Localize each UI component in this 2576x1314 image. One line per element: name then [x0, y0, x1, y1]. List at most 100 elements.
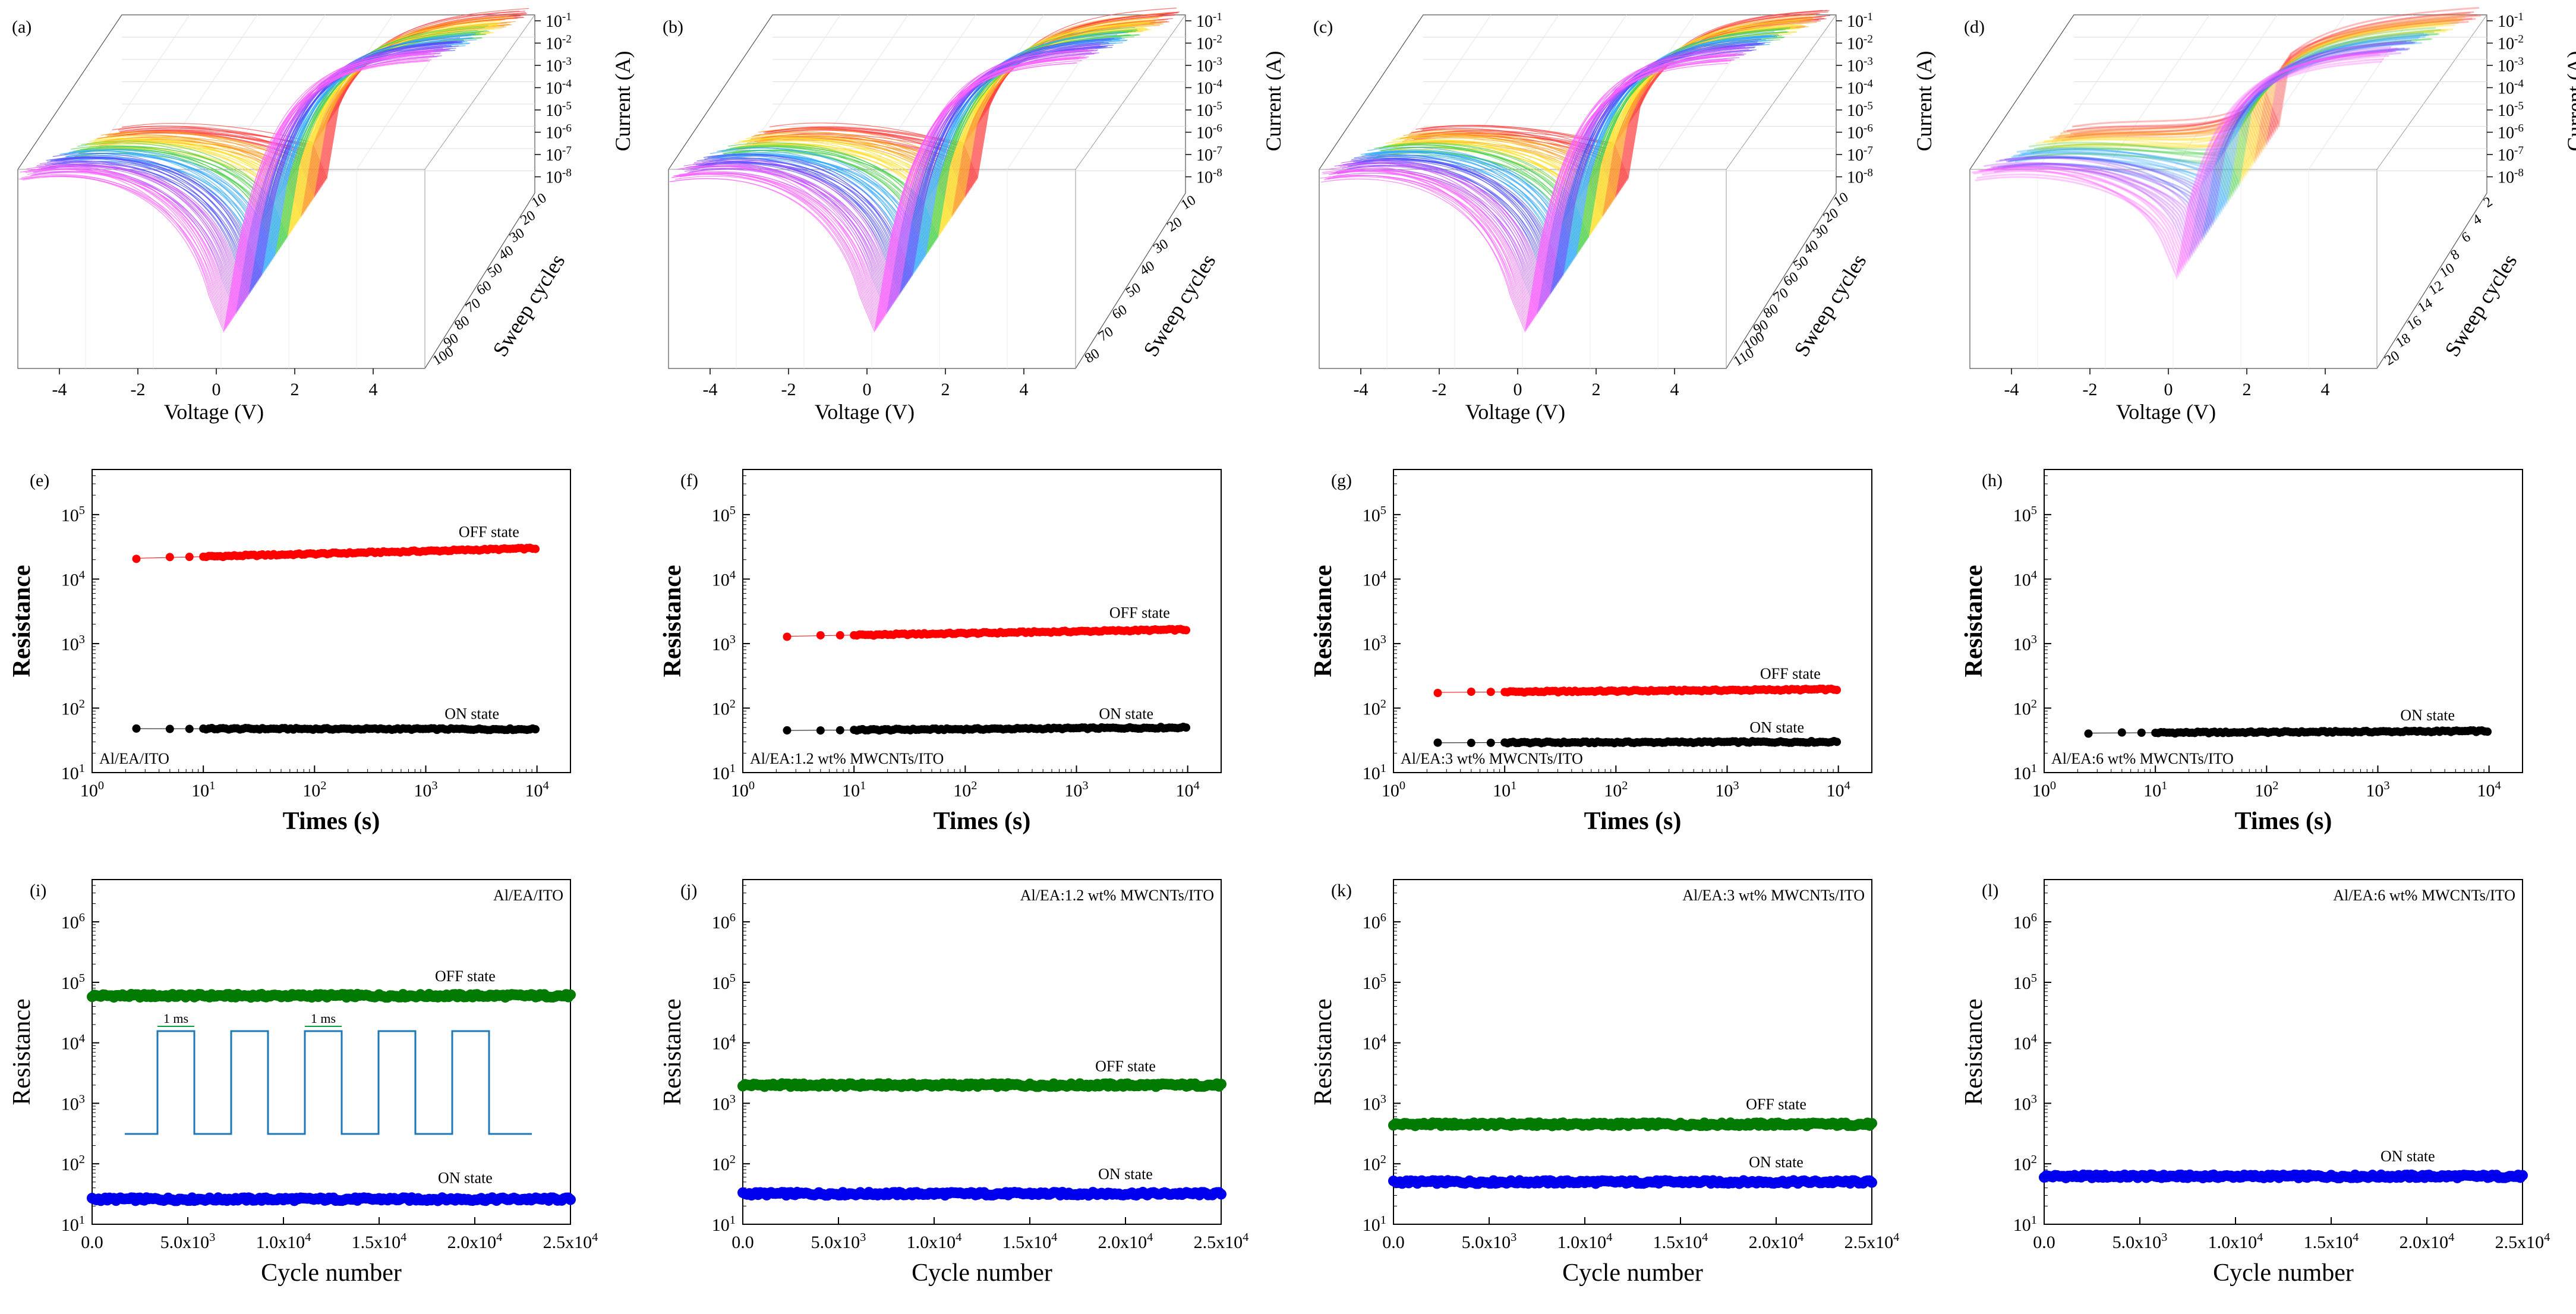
iv-curve	[2058, 16, 2465, 152]
plot-frame	[742, 469, 1222, 773]
series-label: ON state	[1099, 705, 1153, 723]
current-tick-label: 10-6	[546, 122, 572, 142]
current-tick-label: 10-2	[1847, 33, 1873, 53]
x-axis-title: Times (s)	[934, 808, 1031, 835]
iv-curve	[745, 25, 1152, 220]
x-tick-label: 100	[731, 779, 755, 801]
x-tick-label: 104	[2477, 779, 2501, 801]
y-tick-label: 102	[61, 1153, 85, 1174]
voltage-tick-label: -4	[52, 380, 67, 399]
y-axis-title: Resistance	[1960, 565, 1988, 678]
iv-curve	[25, 53, 433, 323]
data-point	[1486, 688, 1495, 697]
x-tick-label: 0.0	[1382, 1233, 1405, 1252]
series-off-state: OFF state	[87, 968, 576, 1003]
x-axis: 0.0 5.0x103 1.0x104 1.5x104 2.0x104 2.5x104 Cy…	[732, 1217, 1248, 1287]
iv-curve	[1360, 35, 1768, 273]
y-tick-label: 103	[1363, 633, 1386, 654]
iv-curve	[94, 20, 502, 220]
x-tick-label: 2.5x104	[543, 1231, 598, 1252]
y-axis-title: Resistance	[1960, 998, 1988, 1105]
voltage-tick-label: 2	[2243, 380, 2252, 399]
current-tick-label: 10-4	[1847, 77, 1873, 97]
iv-curve	[2054, 18, 2463, 157]
iv-curve	[1339, 53, 1746, 305]
current-tick-label: 10-1	[546, 11, 572, 31]
iv-curve	[710, 34, 1118, 273]
panel-label: (g)	[1331, 471, 1352, 490]
data-point	[165, 553, 174, 562]
side-gridline	[2105, 14, 2210, 170]
series-label: ON state	[444, 705, 499, 723]
iv-curve	[1385, 24, 1793, 236]
iv-curve	[2032, 33, 2440, 190]
iv-curve	[1976, 58, 2384, 273]
current-tick-label: 10-6	[1847, 122, 1873, 142]
iv-curve	[693, 43, 1101, 297]
voltage-axis: -4 -2 0 2 4 Voltage (V)	[703, 368, 1029, 424]
y-axis-title: Resistance	[659, 565, 686, 678]
y-tick-label: 101	[2013, 1214, 2037, 1235]
iv-curve	[2051, 21, 2459, 162]
y-axis-title: Resistance	[659, 998, 686, 1105]
iv-curve	[2007, 42, 2416, 226]
iv-curve	[2001, 49, 2408, 237]
data-point	[816, 726, 825, 735]
side-gridline	[2173, 14, 2278, 170]
data-point	[1182, 723, 1191, 732]
x-tick-label: 104	[1827, 779, 1850, 801]
iv-curve	[691, 49, 1099, 301]
y-tick-label: 104	[2013, 1032, 2037, 1054]
iv-curve	[2009, 41, 2417, 223]
x-tick-label: 1.0x104	[907, 1231, 962, 1252]
iv-curve	[2004, 40, 2412, 231]
x-axis-title: Cycle number	[2213, 1259, 2354, 1287]
y-tick-label: 102	[2013, 697, 2037, 719]
x-axis-title: Times (s)	[283, 808, 380, 835]
iv-curve	[1988, 50, 2397, 254]
current-tick-label: 10-3	[1196, 55, 1222, 75]
iv-curve	[1982, 55, 2389, 265]
iv-curve	[1415, 10, 1823, 191]
voltage-tick-label: -4	[703, 380, 718, 399]
x-tick-label: 2.0x104	[447, 1231, 503, 1252]
y-tick-label: 101	[712, 1214, 736, 1235]
device-label: Al/EA/ITO	[493, 887, 563, 904]
x-tick-label: 1.0x104	[2208, 1231, 2263, 1252]
voltage-tick-label: 4	[1020, 380, 1029, 399]
current-tick-label: 10-6	[1196, 122, 1222, 142]
data-point	[1833, 738, 1842, 746]
y-axis: 101 102 103 104 105 Resistance	[1310, 475, 1401, 783]
y-axis-title: Resistance	[8, 998, 36, 1105]
plot-frame	[1393, 469, 1872, 773]
iv-curve	[2067, 11, 2474, 138]
current-tick-label: 10-5	[1847, 100, 1873, 120]
x-tick-label: 100	[1382, 779, 1405, 801]
iv-curve	[2020, 33, 2427, 208]
x-tick-label: 0.0	[2033, 1233, 2055, 1252]
voltage-tick-label: -4	[1354, 380, 1369, 399]
current-axis-title: Current (A)	[2563, 51, 2576, 152]
side-gridline	[803, 14, 909, 170]
iv-curve	[2025, 38, 2433, 200]
x-tick-label: 2.0x104	[1098, 1231, 1153, 1252]
x-tick-label: 103	[1064, 779, 1088, 801]
y-tick-label: 105	[2013, 504, 2037, 525]
series-off-state: OFF state	[1433, 665, 1842, 697]
y-tick-label: 102	[712, 1153, 736, 1174]
x-tick-label: 5.0x103	[1462, 1231, 1517, 1252]
x-tick-label: 102	[1604, 779, 1628, 801]
x-tick-label: 0.0	[732, 1233, 754, 1252]
iv-curve	[746, 19, 1153, 219]
current-tick-label: 10-2	[546, 33, 572, 53]
current-tick-label: 10-7	[2498, 144, 2524, 165]
y-tick-label: 105	[712, 504, 736, 525]
panel-l: 0.0 5.0x103 1.0x104 1.5x104 2.0x104 2.5x104 Cy…	[1960, 879, 2550, 1287]
current-tick-label: 10-1	[1847, 11, 1873, 31]
series-on-state: ON state	[783, 705, 1191, 735]
iv-curve	[2041, 29, 2448, 177]
y-tick-label: 104	[2013, 568, 2037, 590]
y-axis: 101 102 103 104 105 Resistance	[1960, 475, 2051, 783]
